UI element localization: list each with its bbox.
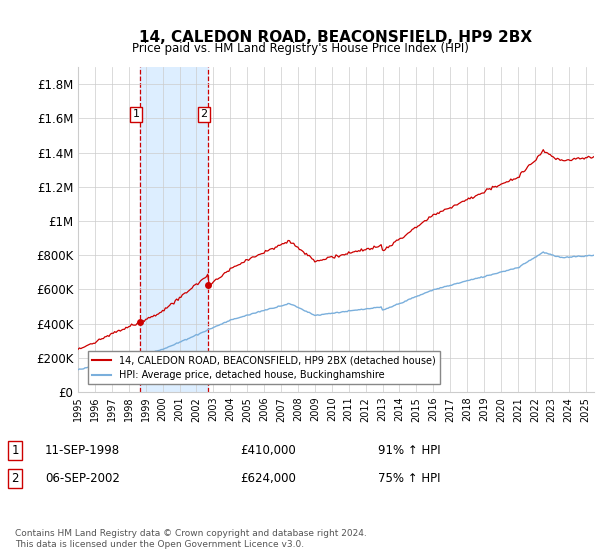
Title: 14, CALEDON ROAD, BEACONSFIELD, HP9 2BX: 14, CALEDON ROAD, BEACONSFIELD, HP9 2BX	[139, 30, 533, 45]
Text: 06-SEP-2002: 06-SEP-2002	[45, 472, 120, 486]
Text: 2: 2	[11, 472, 19, 486]
Text: 2: 2	[200, 109, 208, 119]
Text: £624,000: £624,000	[240, 472, 296, 486]
Text: £410,000: £410,000	[240, 444, 296, 458]
Text: 11-SEP-1998: 11-SEP-1998	[45, 444, 120, 458]
Text: Price paid vs. HM Land Registry's House Price Index (HPI): Price paid vs. HM Land Registry's House …	[131, 42, 469, 55]
Bar	[140, 67, 208, 392]
Legend: 14, CALEDON ROAD, BEACONSFIELD, HP9 2BX (detached house), HPI: Average price, de: 14, CALEDON ROAD, BEACONSFIELD, HP9 2BX …	[88, 351, 440, 384]
Text: 75% ↑ HPI: 75% ↑ HPI	[378, 472, 440, 486]
Text: Contains HM Land Registry data © Crown copyright and database right 2024.
This d: Contains HM Land Registry data © Crown c…	[15, 529, 367, 549]
Text: 1: 1	[133, 109, 140, 119]
Text: 91% ↑ HPI: 91% ↑ HPI	[378, 444, 440, 458]
Text: 1: 1	[11, 444, 19, 458]
